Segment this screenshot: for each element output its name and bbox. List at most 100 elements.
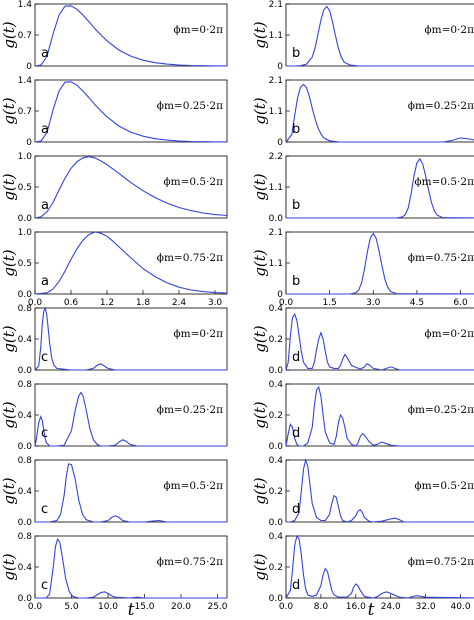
x-tick-label: 1.2	[100, 298, 114, 308]
x-tick-label: 0.6	[64, 298, 79, 308]
y-tick-label: 0.0	[18, 214, 33, 224]
x-tick-label: 0.0	[28, 602, 43, 612]
panel-letter: b	[292, 122, 300, 137]
panel-letter: c	[41, 578, 48, 593]
panel-letter: a	[41, 274, 49, 289]
y-tick-label: 0.4	[269, 456, 284, 466]
y-tick-label: 0.2	[269, 411, 283, 421]
y-tick-label: 1.1	[269, 31, 283, 41]
y-tick-label: 0.8	[18, 456, 33, 466]
phase-annotation: ϕm=0·2π	[173, 328, 223, 340]
panel-16: 0.0 0.2 0.4 0.0 8.0 16.0 24.0 32.0 40.0 g(t) d ϕm=0…	[251, 532, 474, 612]
data-curve	[34, 306, 227, 371]
x-tick-label: 6.0	[453, 298, 468, 308]
data-curve	[34, 391, 227, 447]
x-tick-label: 1.5	[322, 298, 336, 308]
y-tick-label: 0.2	[269, 563, 283, 573]
y-tick-label: 0.4	[18, 487, 33, 497]
x-tick-label: 10.0	[98, 602, 118, 612]
x-tick-label: 40.0	[451, 602, 471, 612]
x-axis-label-left: t	[128, 600, 135, 620]
y-tick-label: 0.4	[269, 380, 284, 390]
y-axis-label: g(t)	[251, 401, 269, 428]
y-tick-label: 0.0	[269, 442, 284, 452]
panel-13: 0.0 0.4 0.8 g(t) c ϕm=0.5·2π	[0, 456, 228, 528]
panel-5: 0.0 0.5 1.0 g(t) a ϕm=0.5·2π	[0, 152, 228, 224]
panel-letter: c	[41, 502, 48, 517]
y-tick-label: 0.2	[269, 487, 283, 497]
x-tick-label: 3.0	[208, 298, 223, 308]
data-curve	[285, 313, 474, 371]
phase-annotation: ϕm=0.5·2π	[414, 176, 474, 188]
data-curve	[285, 534, 474, 599]
phase-annotation: ϕm=0·2π	[173, 24, 223, 36]
panel-14: 0.0 0.2 0.4 g(t) d ϕm=0.5·2π	[251, 456, 474, 528]
data-curve	[285, 385, 474, 447]
panel-letter: a	[41, 122, 49, 137]
x-tick-label: 25.0	[207, 602, 227, 612]
y-axis-label: g(t)	[0, 97, 18, 124]
panel-15: 0.0 0.4 0.8 0.0 5.0 10.0 15.0 20.0 25.0 g(t) c ϕm=0…	[0, 532, 228, 612]
y-axis-label: g(t)	[0, 325, 18, 352]
phase-annotation: ϕm=0·2π	[424, 24, 474, 36]
x-axis-label-right: t	[368, 600, 375, 620]
panel-letter: d	[292, 502, 300, 517]
phase-annotation: ϕm=0.25·2π	[157, 404, 223, 416]
y-tick-label: 0.0	[18, 518, 33, 528]
phase-annotation: ϕm=0.25·2π	[157, 100, 223, 112]
y-tick-label: 1.4	[18, 76, 33, 86]
data-curve	[34, 156, 228, 219]
y-tick-label: 2.2	[269, 152, 283, 162]
y-tick-label: 0	[26, 138, 32, 148]
x-tick-label: 4.5	[410, 298, 424, 308]
phase-annotation: ϕm=0.5·2π	[414, 480, 474, 492]
panel-8: 0 1.1 2.1 0.0 1.5 3.0 4.5 6.0 g(t) b ϕm=0.75·2π	[251, 228, 474, 308]
y-tick-label: 0.8	[18, 380, 33, 390]
y-axis-label: g(t)	[0, 401, 18, 428]
panel-10: 0.0 0.2 0.4 g(t) d ϕm=0·2π	[251, 304, 474, 376]
y-tick-label: 0.0	[269, 366, 284, 376]
x-tick-label: 24.0	[381, 602, 401, 612]
panel-letter: d	[292, 426, 300, 441]
y-tick-label: 0	[277, 290, 283, 300]
panel-letter: d	[292, 350, 300, 365]
y-tick-label: 0.0	[18, 290, 33, 300]
panel-4: 0 1.1 2.1 g(t) b ϕm=0.25·2π	[251, 76, 474, 148]
x-tick-label: 32.0	[416, 602, 436, 612]
y-tick-label: 2.1	[269, 228, 283, 238]
y-axis-label: g(t)	[0, 249, 18, 276]
panel-1: 0 0.7 1.4 g(t) a ϕm=0·2π	[0, 0, 228, 72]
y-tick-label: 0.5	[18, 259, 32, 269]
y-axis-label: g(t)	[0, 477, 18, 504]
panel-3: 0 0.7 1.4 g(t) a ϕm=0.25·2π	[0, 76, 228, 148]
data-curve	[34, 231, 228, 295]
panel-letter: b	[292, 46, 300, 61]
y-tick-label: 0.2	[269, 335, 283, 345]
y-tick-label: 0	[277, 62, 283, 72]
y-tick-label: 0.7	[18, 31, 32, 41]
y-tick-label: 0.0	[269, 518, 284, 528]
panel-letter: d	[292, 578, 300, 593]
y-axis-label: g(t)	[0, 173, 18, 200]
y-axis-label: g(t)	[251, 173, 269, 200]
y-tick-label: 1.0	[18, 228, 33, 238]
y-tick-label: 0	[277, 138, 283, 148]
y-tick-label: 0.4	[18, 411, 33, 421]
x-tick-label: 8.0	[314, 602, 329, 612]
data-curve	[35, 463, 227, 523]
panel-letter: a	[41, 46, 49, 61]
panel-letter: b	[292, 198, 300, 213]
phase-annotation: ϕm=0.5·2π	[163, 176, 223, 188]
y-axis-label: g(t)	[0, 21, 18, 48]
y-tick-label: 0.5	[18, 183, 32, 193]
x-tick-label: 20.0	[171, 602, 191, 612]
y-axis-label: g(t)	[251, 553, 269, 580]
y-tick-label: 0.0	[269, 214, 284, 224]
x-tick-label: 0.0	[279, 298, 294, 308]
panel-12: 0.0 0.2 0.4 g(t) d ϕm=0.25·2π	[251, 380, 474, 452]
panel-letter: c	[41, 350, 48, 365]
x-tick-label: 2.4	[172, 298, 187, 308]
phase-annotation: ϕm=0·2π	[424, 328, 474, 340]
y-tick-label: 2.1	[269, 0, 283, 10]
